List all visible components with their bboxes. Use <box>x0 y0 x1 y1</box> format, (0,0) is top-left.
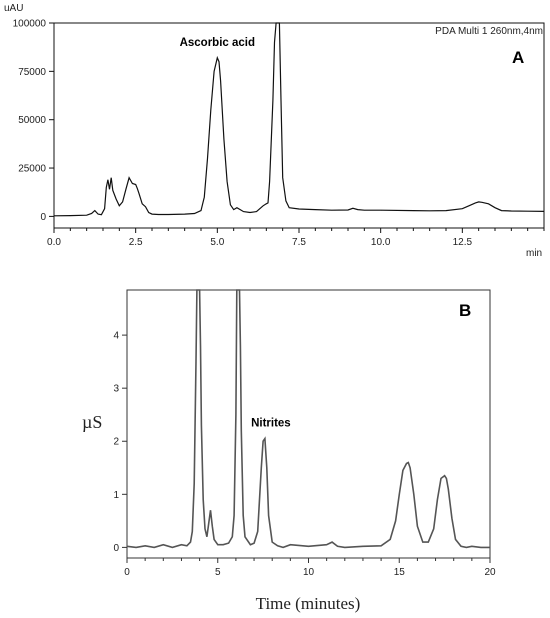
panel-b-y-tick-label: 4 <box>113 331 119 342</box>
panel-b-x-tick-label: 5 <box>215 567 221 578</box>
panel-a-x-tick-label: 7.5 <box>292 237 306 248</box>
panel-b-x-tick-label: 15 <box>394 567 406 578</box>
panel-a-series-line <box>53 22 545 217</box>
panel-b-y-label: µS <box>82 412 102 432</box>
panel-a-x-tick-label: 10.0 <box>371 237 391 248</box>
panel-b-letter: B <box>459 301 471 320</box>
panel-b-x-tick-label: 20 <box>484 567 496 578</box>
nitrites-label: Nitrites <box>251 418 291 430</box>
panel-a-y-tick-label: 0 <box>40 212 46 223</box>
panel-b-x-label: Time (minutes) <box>256 594 361 613</box>
panel-a-x-tick-label: 2.5 <box>129 237 143 248</box>
chromatogram-panel-b: 0 1 2 3 4 0 5 10 15 20 µS Time (minutes) B Nitri… <box>82 289 496 613</box>
panel-b-y-tick-label: 1 <box>113 490 119 501</box>
ascorbic-acid-label: Ascorbic acid <box>180 37 255 49</box>
chromatogram-panel-a: 0 25000 50000 75000 100000 0.0 2.5 5.0 7.5 10.0 1… <box>4 3 545 259</box>
panel-a-x-tick-label: 5.0 <box>210 237 224 248</box>
panel-a-x-tick-label: 0.0 <box>47 237 61 248</box>
panel-a-letter: A <box>512 48 524 67</box>
panel-b-y-tick-label: 0 <box>113 543 119 554</box>
panel-a-y-tick-label: 75000 <box>18 67 46 78</box>
panel-b-x-tick-label: 0 <box>124 567 130 578</box>
panel-a-y-tick-label: 25000 <box>18 164 46 175</box>
panel-a-detector-note: PDA Multi 1 260nm,4nm <box>435 26 543 37</box>
panel-a-x-unit: min <box>526 248 542 259</box>
panel-b-x-tick-label: 10 <box>303 567 315 578</box>
panel-a-x-tick-label: 12.5 <box>453 237 473 248</box>
panel-b-y-tick-label: 2 <box>113 437 119 448</box>
panel-a-y-unit: uAU <box>4 3 23 14</box>
panel-a-y-tick-label: 100000 <box>13 19 47 30</box>
panel-a-x-ticks: 0.0 2.5 5.0 7.5 10.0 12.5 <box>47 228 545 248</box>
panel-b-x-ticks: 0 5 10 15 20 <box>124 558 496 578</box>
panel-b-y-tick-label: 3 <box>113 384 119 395</box>
panel-b-y-ticks: 0 1 2 3 4 <box>113 331 127 554</box>
panel-b-series-line <box>126 289 490 549</box>
panel-a-y-tick-label: 50000 <box>18 115 46 126</box>
panel-a-y-ticks: 0 25000 50000 75000 100000 <box>13 19 54 223</box>
panel-a-plot-frame <box>53 22 545 229</box>
